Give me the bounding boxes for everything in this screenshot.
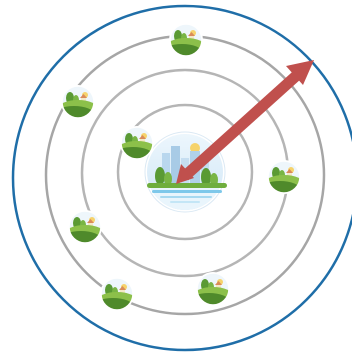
countryside-icon: [170, 24, 202, 56]
countryside-node-6: [100, 277, 134, 311]
countryside-node-5: [68, 210, 102, 244]
outer-ring: [11, 4, 352, 352]
countryside-icon: [62, 86, 94, 118]
countryside-icon: [268, 161, 300, 193]
countryside-icon: [69, 211, 101, 243]
outward-arrow: [176, 60, 314, 184]
countryside-node-1: [169, 23, 203, 57]
countryside-node-7: [196, 272, 230, 306]
node-group: [61, 23, 301, 311]
ring-1: [116, 103, 254, 241]
countryside-node-4: [267, 160, 301, 194]
countryside-icon: [101, 278, 133, 310]
countryside-icon: [197, 273, 229, 305]
countryside-node-3: [120, 126, 154, 160]
countryside-node-2: [61, 85, 95, 119]
